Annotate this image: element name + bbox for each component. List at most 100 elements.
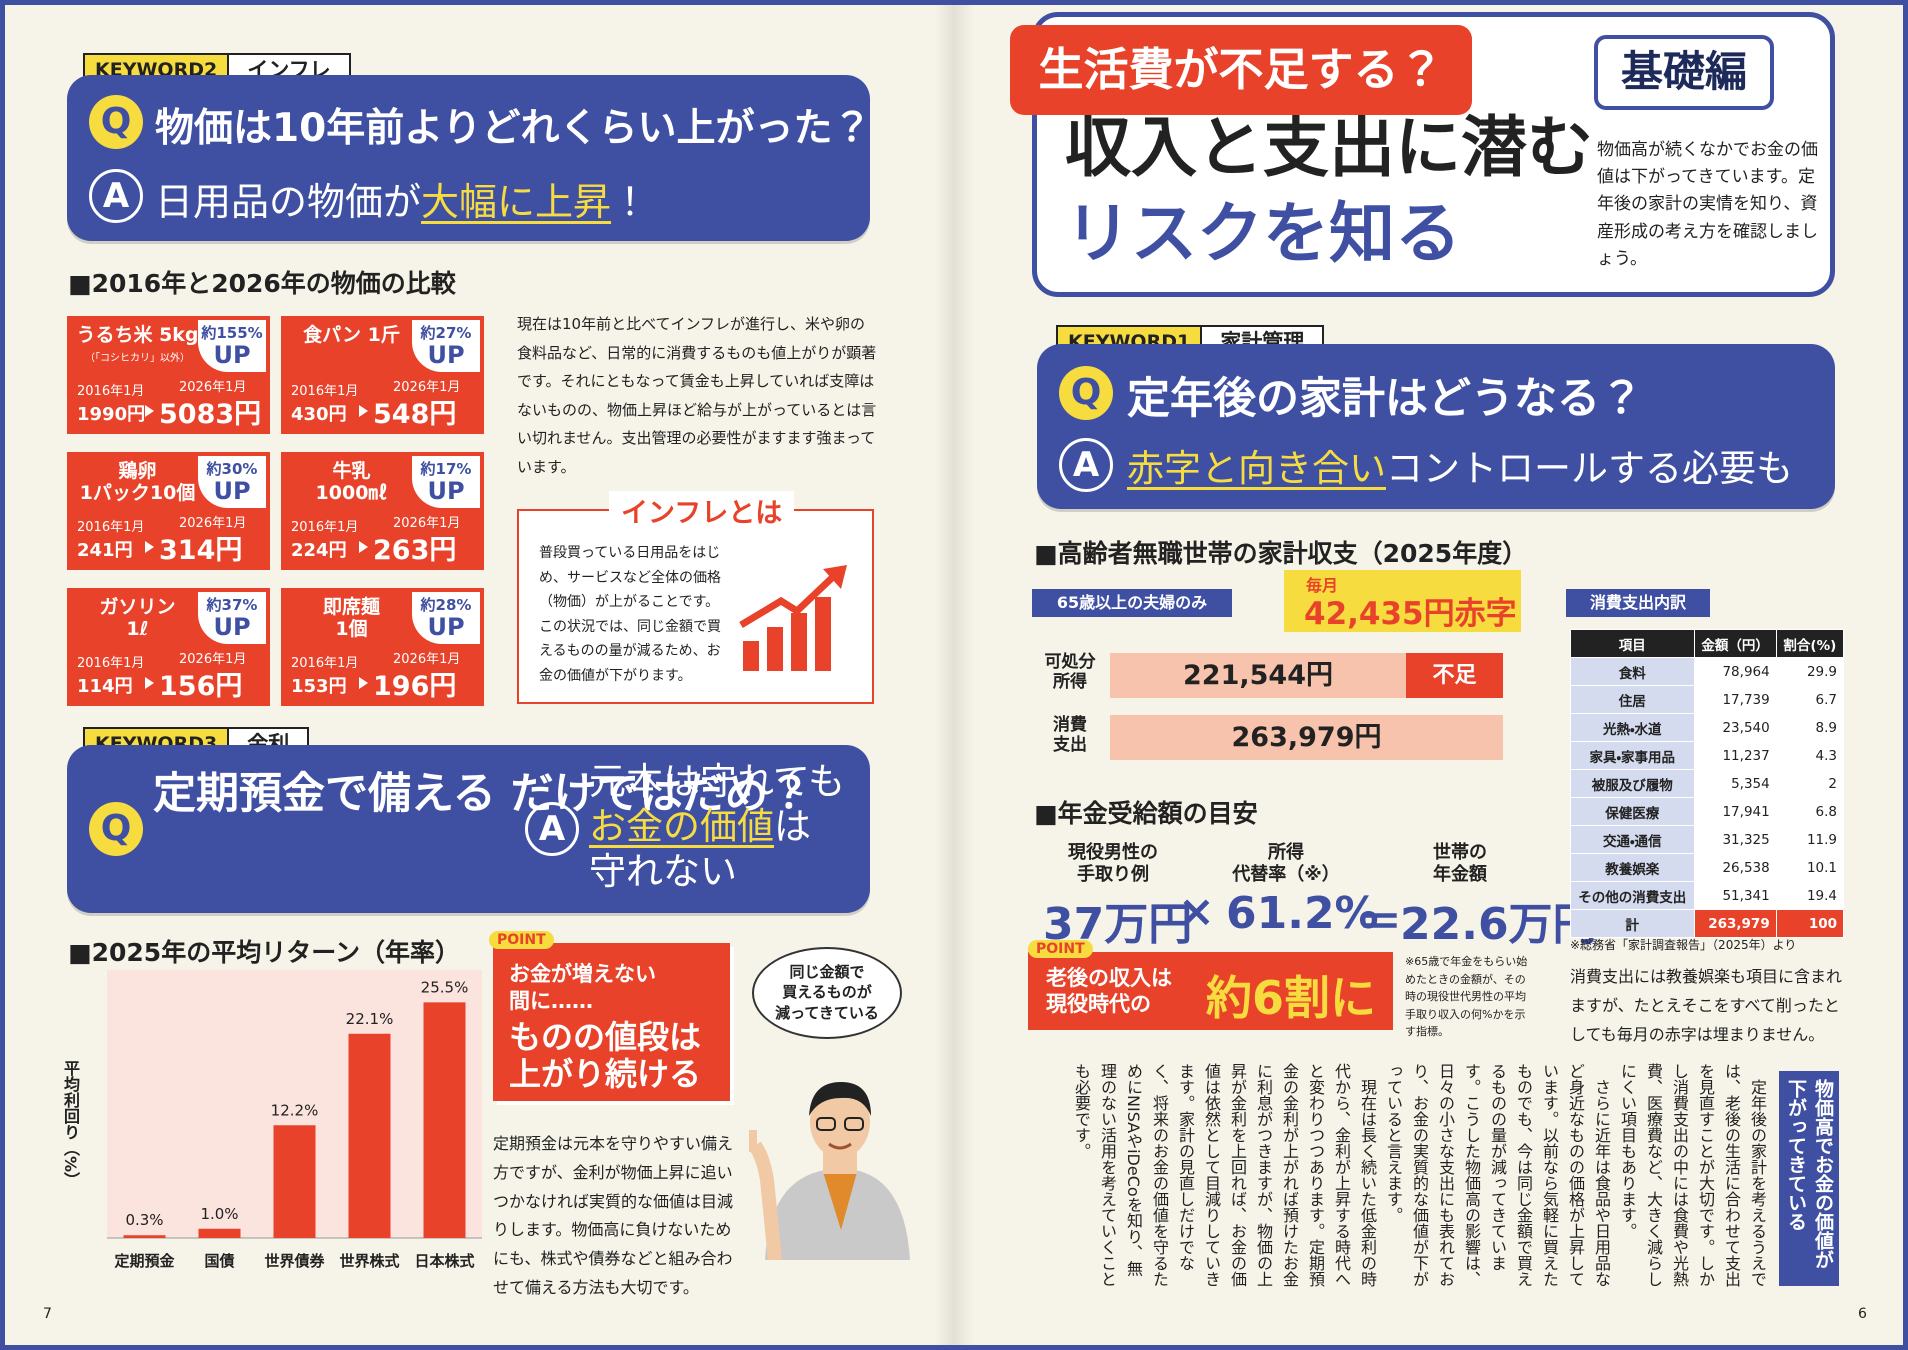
answer-text: ！ xyxy=(611,180,650,224)
table-header-cell: 金額（円） xyxy=(1693,629,1777,658)
item-note: （「コシヒカリ」以外） xyxy=(85,353,190,364)
person-illustration xyxy=(749,1082,910,1260)
q-mark: Q xyxy=(1059,366,1113,420)
up-rate: 約27% xyxy=(420,324,472,342)
item-name: 牛乳 1000㎖ xyxy=(315,460,388,504)
answer-highlight: お金の価値 xyxy=(589,805,774,849)
value-cell: 78,964 xyxy=(1693,657,1777,686)
price-card: ガソリン 1ℓ 約37% UP 2016年1月 114円 2026年1月 156円 xyxy=(67,588,270,706)
table-row: 計 263,979 100 xyxy=(1570,909,1845,938)
operator: × xyxy=(1178,886,1215,937)
table-row: 保健医療 17,941 6.8 xyxy=(1570,797,1845,826)
after-price: 156円 xyxy=(159,671,243,702)
after-price: 196円 xyxy=(373,671,457,702)
after-price: 548円 xyxy=(373,399,457,430)
value-cell: 26,538 xyxy=(1693,853,1777,882)
before-date: 2016年1月 xyxy=(77,656,145,671)
point-lead: お金が増えない 間に…… xyxy=(509,962,656,1014)
bar xyxy=(198,1228,241,1238)
table-header-cell: 項目 xyxy=(1570,629,1695,658)
q-mark: Q xyxy=(89,95,143,149)
table-title: 消費支出内訳 xyxy=(1566,589,1710,617)
item-cell: 住居 xyxy=(1570,685,1695,714)
level-badge: 基礎編 xyxy=(1594,35,1774,110)
up-badge: 約28% UP xyxy=(412,592,480,644)
item-cell: 光熱・水道 xyxy=(1570,713,1695,742)
arrow xyxy=(145,541,154,553)
before-date: 2016年1月 xyxy=(77,520,145,535)
source-note: ※総務省「家計調査報告」（2025年）より xyxy=(1570,938,1797,952)
a-mark: A xyxy=(525,802,579,856)
after-price: 5083円 xyxy=(159,399,262,430)
item-name: ガソリン 1ℓ xyxy=(99,596,176,640)
value-cell: 8.9 xyxy=(1775,713,1845,742)
after-date: 2026年1月 xyxy=(393,516,461,531)
value-cell: 10.1 xyxy=(1775,853,1845,882)
point-main: ものの値段は 上がり続ける xyxy=(509,1018,702,1093)
value-cell: 51,341 xyxy=(1693,881,1777,910)
value-cell: 23,540 xyxy=(1693,713,1777,742)
answer: 赤字と向き合いコントロールする必要も xyxy=(1127,438,1793,492)
answer: 元本は守れても お金の価値は 守れない xyxy=(589,759,845,894)
point-box: POINT 老後の収入は 現役時代の 約6割に xyxy=(1028,940,1393,1030)
question: 定年後の家計はどうなる？ xyxy=(1127,374,1643,424)
value-cell: 11,237 xyxy=(1693,741,1777,770)
table-row: その他の消費支出 51,341 19.4 xyxy=(1570,881,1845,910)
arrow xyxy=(359,677,368,689)
pension-label: 世帯の 年金額 xyxy=(1433,842,1487,885)
pension-value: 61.2% xyxy=(1226,888,1379,939)
answer-text: 守れない xyxy=(589,850,737,894)
value-cell: 263,979 xyxy=(1693,909,1777,938)
before-price: 241円 xyxy=(77,540,133,561)
a-mark: A xyxy=(1059,438,1113,492)
info-box: インフレとは 普段買っている日用品をはじめ、サービスなど全体の価格（物価）が上が… xyxy=(517,491,874,704)
up-label: UP xyxy=(213,613,251,641)
bar xyxy=(123,1235,166,1238)
qa-box: Q 物価は10年前よりどれくらい上がった？ A 日用品の物価が大幅に上昇！ xyxy=(67,75,872,241)
up-badge: 約155% UP xyxy=(198,320,266,372)
item-cell: 交通・通信 xyxy=(1570,825,1695,854)
header-banner: 生活費が不足する？ xyxy=(1010,25,1472,115)
item-cell: 計 xyxy=(1570,909,1695,938)
answer: 日用品の物価が大幅に上昇！ xyxy=(155,171,649,226)
before-price: 153円 xyxy=(291,676,347,697)
up-badge: 約27% UP xyxy=(412,320,480,372)
table-header-row: 項目 金額（円） 割合(%) xyxy=(1570,629,1845,658)
after-price: 314円 xyxy=(159,535,243,566)
table-row: 家具・家事用品 11,237 4.3 xyxy=(1570,741,1845,770)
bar xyxy=(348,1033,391,1238)
point-box: POINT お金が増えない 間に…… ものの値段は 上がり続ける xyxy=(489,931,730,1101)
x-tick-label: 国債 xyxy=(204,1252,234,1270)
qa-box: Q 定年後の家計はどうなる？ A 赤字と向き合いコントロールする必要も xyxy=(1037,344,1835,509)
body-text: 消費支出には教養娯楽も項目に含まれますが、たとえそこをすべて削ったとしても毎月の… xyxy=(1570,967,1843,1044)
item-cell: 教養娯楽 xyxy=(1570,853,1695,882)
section-title: ■年金受給額の目安 xyxy=(1034,799,1258,828)
operator: ＝ xyxy=(1358,897,1402,948)
expense-bar: 263,979円 xyxy=(1110,715,1503,760)
item-name: うるち米 5kg xyxy=(76,324,199,346)
before-price: 1990円 xyxy=(77,404,146,425)
deficit-label: 毎月 xyxy=(1306,576,1339,595)
value-cell: 100 xyxy=(1775,909,1845,938)
info-text: 普段買っている日用品をはじめ、サービスなど全体の価格（物価）が上がることです。こ… xyxy=(539,545,721,684)
column-heading: 物価高でお金の価値が下がってきている xyxy=(1779,1071,1839,1286)
point-badge: POINT xyxy=(489,931,554,949)
value-cell: 11.9 xyxy=(1775,825,1845,854)
income-bar: 221,544円 xyxy=(1110,653,1406,698)
rising-icon xyxy=(739,565,847,671)
body-text: 現在は10年前と比べてインフレが進行し、米や卵の食料品など、日常的に消費するもの… xyxy=(517,315,877,476)
up-rate: 約37% xyxy=(206,596,258,614)
before-date: 2016年1月 xyxy=(291,656,359,671)
question: 物価は10年前よりどれくらい上がった？ xyxy=(155,106,872,151)
question: 定期預金で備える だけではだめ？ xyxy=(153,769,811,819)
group-label: 65歳以上の夫婦のみ xyxy=(1032,589,1232,617)
before-date: 2016年1月 xyxy=(291,384,359,399)
x-tick-label: 定期預金 xyxy=(114,1252,175,1270)
up-label: UP xyxy=(427,341,465,369)
page-number: 7 xyxy=(43,1306,52,1322)
item-cell: 食料 xyxy=(1570,657,1695,686)
header-title: リスクを知る xyxy=(1065,195,1461,272)
up-badge: 約30% UP xyxy=(198,456,266,508)
answer-text: コントロールする必要も xyxy=(1386,447,1793,490)
